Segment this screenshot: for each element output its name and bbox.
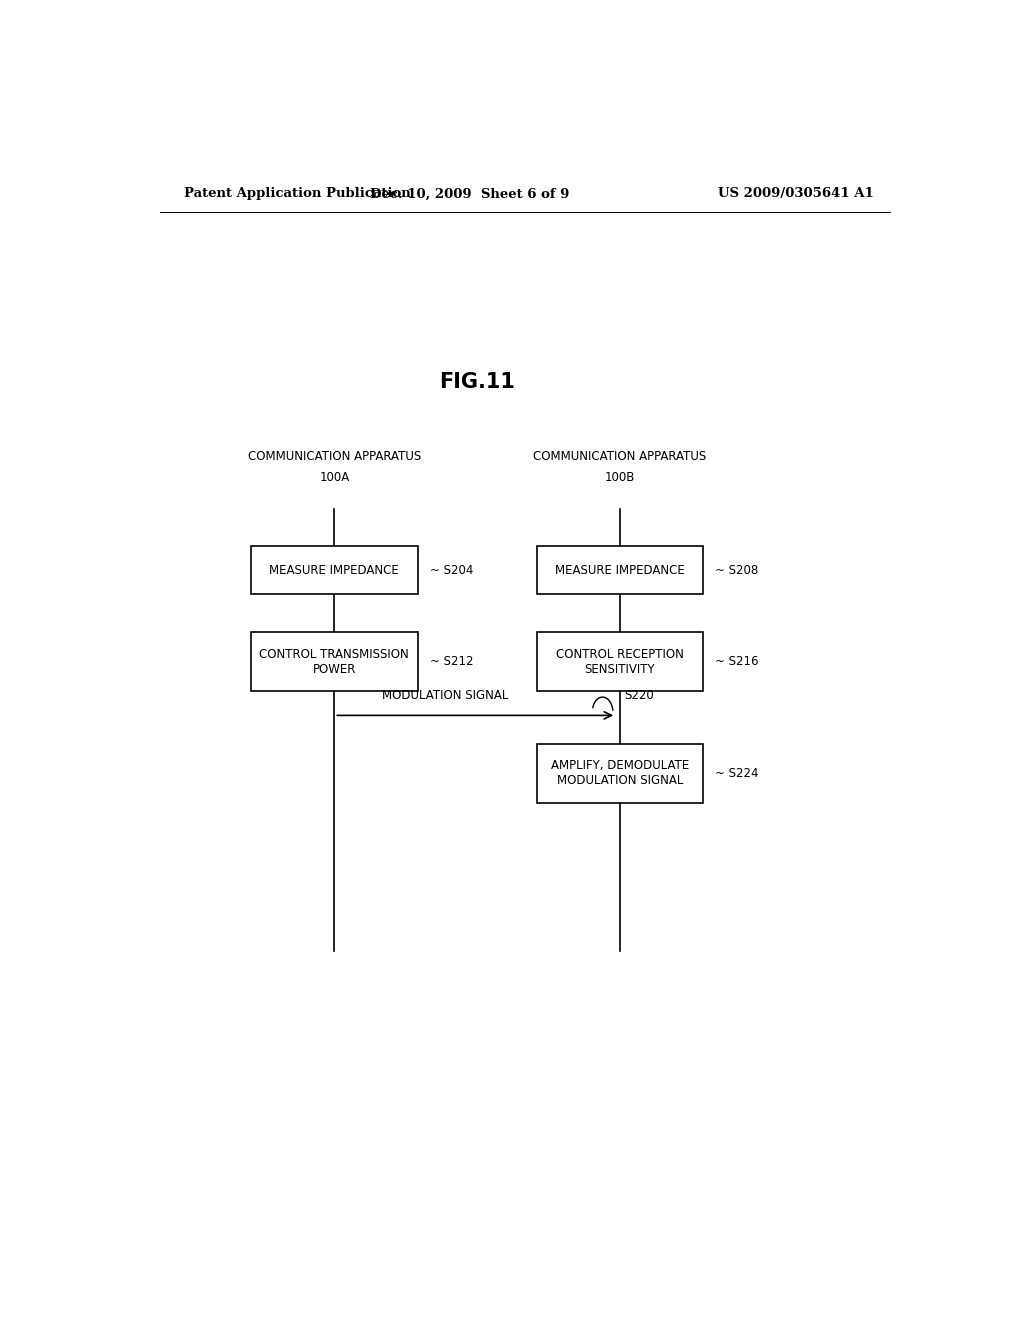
Text: US 2009/0305641 A1: US 2009/0305641 A1	[718, 187, 873, 201]
FancyBboxPatch shape	[251, 545, 418, 594]
Text: MEASURE IMPEDANCE: MEASURE IMPEDANCE	[269, 564, 399, 577]
Text: Patent Application Publication: Patent Application Publication	[183, 187, 411, 201]
Text: ~ S204: ~ S204	[430, 564, 473, 577]
FancyBboxPatch shape	[251, 632, 418, 690]
Text: ~ S208: ~ S208	[715, 564, 759, 577]
Text: CONTROL RECEPTION
SENSITIVITY: CONTROL RECEPTION SENSITIVITY	[556, 648, 684, 676]
Text: 100B: 100B	[605, 471, 635, 484]
Text: COMMUNICATION APPARATUS: COMMUNICATION APPARATUS	[248, 450, 421, 463]
Text: 100A: 100A	[319, 471, 349, 484]
Text: COMMUNICATION APPARATUS: COMMUNICATION APPARATUS	[534, 450, 707, 463]
FancyBboxPatch shape	[537, 744, 703, 803]
Text: Dec. 10, 2009  Sheet 6 of 9: Dec. 10, 2009 Sheet 6 of 9	[370, 187, 569, 201]
Text: ~ S212: ~ S212	[430, 655, 473, 668]
Text: CONTROL TRANSMISSION
POWER: CONTROL TRANSMISSION POWER	[259, 648, 410, 676]
Text: AMPLIFY, DEMODULATE
MODULATION SIGNAL: AMPLIFY, DEMODULATE MODULATION SIGNAL	[551, 759, 689, 787]
Text: ~ S224: ~ S224	[715, 767, 759, 780]
Text: ~ S216: ~ S216	[715, 655, 759, 668]
Text: MODULATION SIGNAL: MODULATION SIGNAL	[382, 689, 509, 702]
Text: FIG.11: FIG.11	[439, 372, 515, 392]
Text: MEASURE IMPEDANCE: MEASURE IMPEDANCE	[555, 564, 685, 577]
Text: S220: S220	[624, 689, 653, 702]
FancyBboxPatch shape	[537, 545, 703, 594]
FancyBboxPatch shape	[537, 632, 703, 690]
